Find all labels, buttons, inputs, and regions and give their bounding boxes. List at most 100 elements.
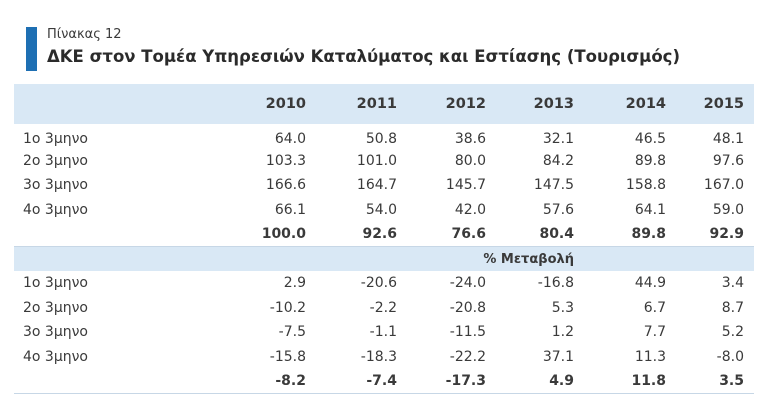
cell: -1.1 [369, 324, 397, 341]
cell: 42.0 [454, 201, 486, 218]
cell: -8.0 [716, 348, 744, 365]
row-label: 3ο 3μηνο [23, 177, 88, 194]
cell: 2.9 [283, 275, 306, 292]
cell: 103.3 [265, 152, 306, 169]
total-cell: 4.9 [496, 369, 584, 394]
table-title: ΔΚΕ στον Τομέα Υπηρεσιών Καταλύματος και… [47, 47, 680, 66]
data-table-container: 2010 2011 2012 2013 2014 2015 1ο 3μηνο 6… [14, 84, 754, 394]
total-cell: 11.8 [584, 369, 676, 394]
row-label: 3ο 3μηνο [23, 324, 88, 341]
total-cell: -7.4 [316, 369, 407, 394]
table-row: 3ο 3μηνο 166.6 164.7 145.7 147.5 158.8 1… [14, 173, 754, 198]
cell: 145.7 [445, 177, 486, 194]
cell: 54.0 [365, 201, 397, 218]
cell: -7.5 [278, 324, 306, 341]
cell: -11.5 [449, 324, 486, 341]
cell: 66.1 [274, 201, 306, 218]
section-header-row: % Μεταβολή [14, 246, 754, 271]
year-header: 2015 [703, 96, 744, 112]
cell: 166.6 [265, 177, 306, 194]
total-label-empty [14, 369, 229, 394]
total-cell: -17.3 [407, 369, 496, 394]
cell: 5.2 [721, 324, 744, 341]
total-label-empty [14, 222, 229, 247]
cell: 38.6 [454, 131, 486, 148]
table-row: 4ο 3μηνο 66.1 54.0 42.0 57.6 64.1 59.0 [14, 198, 754, 223]
row-label: 1ο 3μηνο [23, 275, 88, 292]
cell: 48.1 [712, 131, 744, 148]
cell: -24.0 [449, 275, 486, 292]
cell: -15.8 [269, 348, 306, 365]
row-label: 1ο 3μηνο [23, 131, 88, 148]
total-cell: 3.5 [676, 369, 754, 394]
cell: 37.1 [542, 348, 574, 365]
table-number-label: Πίνακας 12 [47, 27, 122, 42]
cell: -20.6 [360, 275, 397, 292]
data-table: 2010 2011 2012 2013 2014 2015 1ο 3μηνο 6… [14, 84, 754, 394]
cell: 164.7 [356, 177, 397, 194]
cell: -2.2 [369, 299, 397, 316]
section-label: % Μεταβολή [407, 246, 584, 271]
table-row: 2ο 3μηνο -10.2 -2.2 -20.8 5.3 6.7 8.7 [14, 296, 754, 321]
cell: 80.0 [454, 152, 486, 169]
cell: 167.0 [703, 177, 744, 194]
row-label: 2ο 3μηνο [23, 299, 88, 316]
year-header: 2010 [265, 96, 306, 112]
cell: 3.4 [721, 275, 744, 292]
cell: 5.3 [551, 299, 574, 316]
cell: 89.8 [634, 152, 666, 169]
year-header-row: 2010 2011 2012 2013 2014 2015 [14, 84, 754, 124]
cell: 64.1 [634, 201, 666, 218]
cell: -22.2 [449, 348, 486, 365]
year-header: 2011 [356, 96, 397, 112]
cell: 147.5 [533, 177, 574, 194]
cell: 11.3 [634, 348, 666, 365]
cell: 59.0 [712, 201, 744, 218]
table-row: 4ο 3μηνο -15.8 -18.3 -22.2 37.1 11.3 -8.… [14, 345, 754, 370]
section-blank [584, 246, 676, 271]
section-blank [14, 246, 229, 271]
corner-cell [14, 84, 229, 124]
total-cell: 100.0 [229, 222, 316, 247]
accent-bar [26, 27, 37, 71]
cell: -10.2 [269, 299, 306, 316]
cell: 6.7 [643, 299, 666, 316]
section-blank [316, 246, 407, 271]
cell: 97.6 [712, 152, 744, 169]
total-row: -8.2 -7.4 -17.3 4.9 11.8 3.5 [14, 369, 754, 394]
cell: -18.3 [360, 348, 397, 365]
cell: 50.8 [365, 131, 397, 148]
total-cell: 80.4 [496, 222, 584, 247]
cell: 44.9 [634, 275, 666, 292]
cell: 57.6 [542, 201, 574, 218]
cell: 101.0 [356, 152, 397, 169]
cell: 1.2 [551, 324, 574, 341]
cell: 64.0 [274, 131, 306, 148]
row-label: 4ο 3μηνο [23, 348, 88, 365]
cell: 7.7 [643, 324, 666, 341]
table-row: 1ο 3μηνο 64.0 50.8 38.6 32.1 46.5 48.1 [14, 124, 754, 149]
total-cell: 92.9 [676, 222, 754, 247]
table-row: 3ο 3μηνο -7.5 -1.1 -11.5 1.2 7.7 5.2 [14, 320, 754, 345]
table-row: 2ο 3μηνο 103.3 101.0 80.0 84.2 89.8 97.6 [14, 149, 754, 174]
total-cell: 89.8 [584, 222, 676, 247]
total-cell: 76.6 [407, 222, 496, 247]
table-row: 1ο 3μηνο 2.9 -20.6 -24.0 -16.8 44.9 3.4 [14, 271, 754, 296]
total-cell: -8.2 [229, 369, 316, 394]
cell: 8.7 [721, 299, 744, 316]
row-label: 2ο 3μηνο [23, 152, 88, 169]
cell: -16.8 [537, 275, 574, 292]
year-header: 2012 [445, 96, 486, 112]
cell: 84.2 [542, 152, 574, 169]
section-blank [229, 246, 316, 271]
row-label: 4ο 3μηνο [23, 201, 88, 218]
cell: 46.5 [634, 131, 666, 148]
cell: 158.8 [625, 177, 666, 194]
total-row: 100.0 92.6 76.6 80.4 89.8 92.9 [14, 222, 754, 247]
year-header: 2013 [533, 96, 574, 112]
cell: 32.1 [542, 131, 574, 148]
section-blank [676, 246, 754, 271]
year-header: 2014 [625, 96, 666, 112]
total-cell: 92.6 [316, 222, 407, 247]
cell: -20.8 [449, 299, 486, 316]
